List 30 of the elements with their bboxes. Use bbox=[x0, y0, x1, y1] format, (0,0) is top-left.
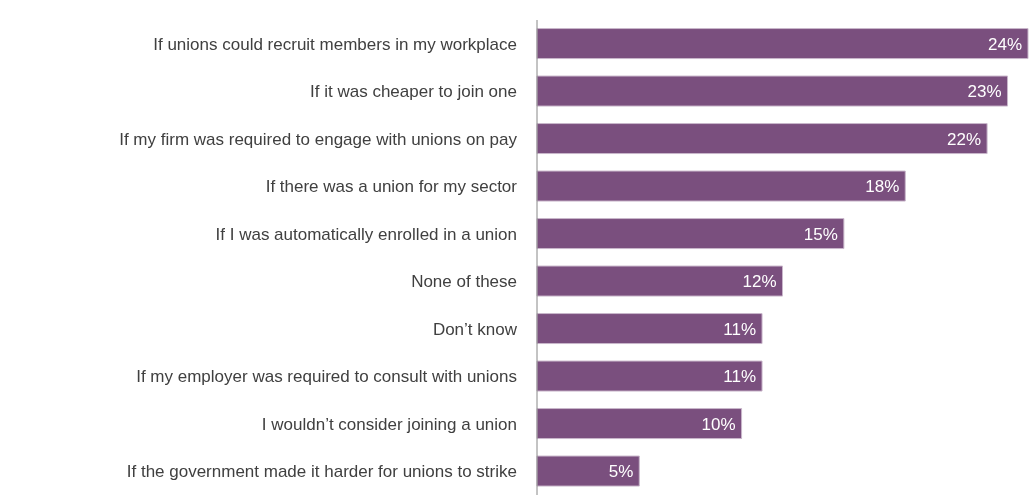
data-label: 12% bbox=[742, 272, 777, 291]
y-tick-label: If my firm was required to engage with unions on pay bbox=[119, 129, 518, 149]
y-tick-label: If I was automatically enrolled in a union bbox=[215, 224, 517, 244]
y-tick-label: None of these bbox=[411, 272, 517, 292]
y-tick-label: If the government made it harder for unions to strike bbox=[126, 462, 517, 482]
data-label: 11% bbox=[723, 367, 757, 386]
y-tick-label: If my employer was required to consult with unions bbox=[136, 367, 517, 387]
data-label: 10% bbox=[701, 414, 736, 434]
y-tick-label: Don’t know bbox=[432, 319, 518, 339]
y-tick-label: If there was a union for my sector bbox=[265, 177, 518, 197]
data-label: 5% bbox=[608, 462, 634, 481]
data-label: 11% bbox=[723, 319, 757, 339]
data-label: 18% bbox=[865, 177, 900, 196]
bar bbox=[536, 28, 1029, 60]
data-label: 23% bbox=[967, 82, 1002, 101]
y-tick-label: I wouldn’t consider joining a union bbox=[261, 414, 517, 434]
data-label: 15% bbox=[803, 224, 838, 244]
y-tick-label: If it was cheaper to join one bbox=[310, 82, 517, 102]
bar bbox=[536, 313, 763, 345]
bar bbox=[536, 455, 640, 487]
data-label: 24% bbox=[987, 34, 1022, 54]
bar bbox=[536, 170, 906, 202]
data-label: 22% bbox=[947, 129, 982, 149]
bar bbox=[536, 75, 1009, 107]
bar bbox=[536, 408, 743, 440]
bar bbox=[536, 123, 988, 155]
bar bbox=[536, 218, 845, 250]
y-tick-label: If unions could recruit members in my workplace bbox=[153, 34, 517, 54]
bar bbox=[536, 360, 763, 392]
bar bbox=[536, 265, 783, 297]
